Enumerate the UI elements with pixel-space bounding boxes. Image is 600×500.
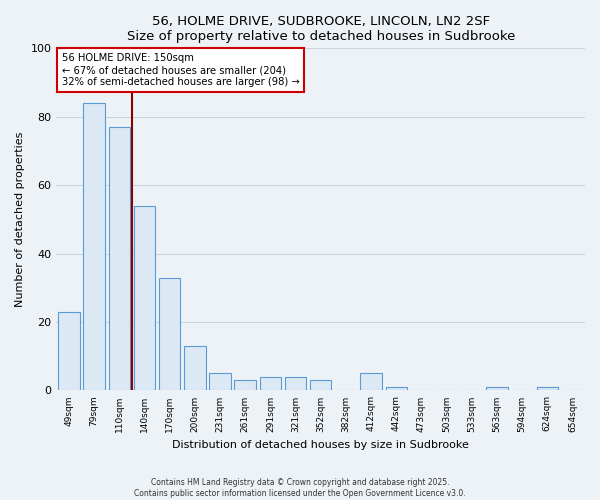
Bar	[83, 103, 105, 391]
Bar	[536, 387, 558, 390]
Bar	[134, 206, 155, 390]
Title: 56, HOLME DRIVE, SUDBROOKE, LINCOLN, LN2 2SF
Size of property relative to detach: 56, HOLME DRIVE, SUDBROOKE, LINCOLN, LN2…	[127, 15, 515, 43]
Y-axis label: Number of detached properties: Number of detached properties	[15, 132, 25, 307]
Bar	[235, 380, 256, 390]
Bar	[159, 278, 181, 390]
Bar	[361, 374, 382, 390]
Bar	[486, 387, 508, 390]
Bar	[285, 376, 306, 390]
Bar	[209, 374, 231, 390]
Bar	[386, 387, 407, 390]
Text: Contains HM Land Registry data © Crown copyright and database right 2025.
Contai: Contains HM Land Registry data © Crown c…	[134, 478, 466, 498]
Bar	[58, 312, 80, 390]
Bar	[310, 380, 331, 390]
Bar	[260, 376, 281, 390]
X-axis label: Distribution of detached houses by size in Sudbrooke: Distribution of detached houses by size …	[172, 440, 469, 450]
Bar	[184, 346, 206, 391]
Text: 56 HOLME DRIVE: 150sqm
← 67% of detached houses are smaller (204)
32% of semi-de: 56 HOLME DRIVE: 150sqm ← 67% of detached…	[62, 54, 299, 86]
Bar	[109, 127, 130, 390]
